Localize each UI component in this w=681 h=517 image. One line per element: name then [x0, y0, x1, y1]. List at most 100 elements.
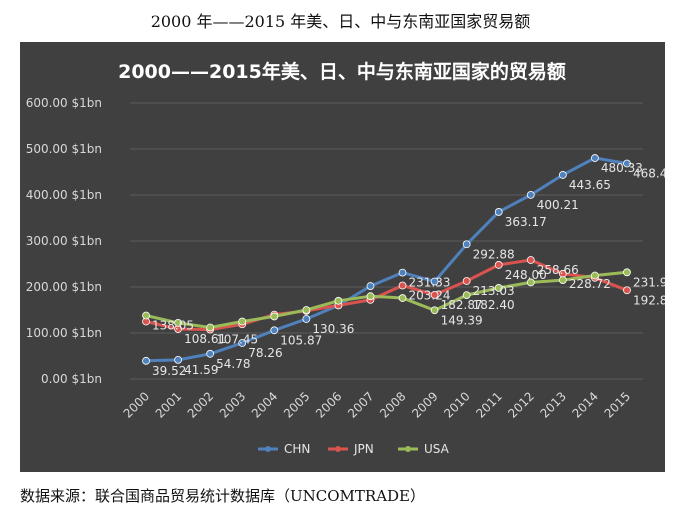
data-point-usa: [558, 276, 567, 285]
data-point-chn: [526, 191, 535, 199]
data-point-chn: [142, 356, 150, 365]
y-tick-label: 200.00 $1bn: [26, 280, 102, 294]
legend-marker-jpn: [335, 446, 341, 452]
y-tick-label: 100.00 $1bn: [26, 326, 102, 340]
data-point-usa: [270, 312, 279, 321]
data-label: 468.40: [633, 167, 665, 181]
data-label: 443.65: [569, 178, 611, 192]
x-tick-label: 2001: [153, 389, 184, 420]
data-point-usa: [462, 291, 471, 299]
data-label: 248.00: [505, 268, 547, 282]
data-point-usa: [526, 278, 535, 287]
x-tick-label: 2004: [249, 389, 280, 420]
data-label: 107.45: [216, 333, 258, 347]
data-label: 39.52: [152, 364, 186, 378]
x-tick-label: 2007: [345, 389, 376, 420]
data-point-chn: [238, 339, 247, 347]
x-tick-label: 2009: [409, 389, 440, 420]
data-point-usa: [206, 323, 215, 332]
data-label: 105.87: [280, 333, 322, 347]
y-tick-label: 400.00 $1bn: [26, 188, 102, 202]
series-line-chn: [144, 156, 629, 363]
legend-label-chn: CHN: [284, 442, 310, 456]
legend-marker-usa: [405, 446, 411, 452]
data-point-usa: [591, 271, 599, 280]
chart-title: 2000——2015年美、日、中与东南亚国家的贸易额: [118, 60, 566, 83]
data-label: 130.36: [312, 322, 354, 336]
legend-label-usa: USA: [424, 442, 450, 456]
x-tick-label: 2012: [505, 389, 536, 420]
data-point-usa: [302, 306, 311, 314]
chart-panel: 2000——2015年美、日、中与东南亚国家的贸易额 0.00 $1bn 100.…: [20, 42, 665, 472]
data-label: 228.72: [569, 277, 611, 291]
data-label: 78.26: [248, 346, 282, 360]
data-point-chn: [270, 326, 279, 335]
legend-marker-chn: [265, 446, 271, 452]
data-label: 292.88: [473, 247, 515, 261]
data-point-usa: [366, 292, 375, 301]
data-label: 54.78: [216, 357, 250, 371]
data-label: 400.21: [537, 198, 579, 212]
data-point-jpn: [526, 256, 535, 264]
data-label: 108.61: [184, 332, 226, 346]
data-point-usa: [238, 317, 247, 326]
x-tick-label: 2006: [313, 389, 344, 420]
data-point-usa: [398, 294, 407, 302]
data-label: 213.03: [473, 284, 515, 298]
x-tick-label: 2005: [281, 389, 312, 420]
data-point-chn: [398, 268, 407, 277]
data-label: 182.40: [473, 298, 515, 312]
data-point-chn: [462, 240, 471, 249]
data-point-jpn: [494, 261, 503, 269]
data-label: 192.88: [633, 293, 665, 307]
line-chart: 2000——2015年美、日、中与东南亚国家的贸易额 0.00 $1bn 100.…: [26, 60, 665, 456]
data-label: 138.05: [152, 318, 194, 332]
x-tick-label: 2014: [570, 389, 601, 420]
y-tick-label: 300.00 $1bn: [26, 234, 102, 248]
data-point-jpn: [430, 290, 439, 299]
data-point-chn: [430, 277, 439, 286]
data-label: 231.93: [633, 275, 665, 289]
data-point-chn: [623, 159, 631, 168]
y-tick-label: 600.00 $1bn: [26, 96, 102, 110]
series-line-jpn: [144, 258, 629, 332]
x-tick-label: 2000: [121, 389, 152, 420]
data-point-chn: [494, 208, 503, 216]
data-point-usa: [334, 296, 343, 305]
data-point-jpn: [623, 286, 631, 295]
data-point-chn: [302, 315, 311, 323]
page-title: 2000 年——2015 年美、日、中与东南亚国家贸易额: [150, 12, 531, 31]
x-tick-label: 2011: [473, 389, 504, 420]
data-label: 203.24: [409, 289, 451, 303]
x-tick-label: 2015: [602, 389, 633, 420]
source-note: 数据来源：联合国商品贸易统计数据库（UNCOMTRADE）: [20, 487, 426, 505]
data-point-jpn: [398, 281, 407, 290]
x-tick-label: 2010: [441, 389, 472, 420]
data-label: 363.17: [505, 215, 547, 229]
data-label: 149.39: [441, 313, 483, 327]
data-point-chn: [206, 349, 215, 358]
data-label: 258.66: [537, 263, 579, 277]
data-point-usa: [494, 284, 503, 292]
data-point-chn: [366, 282, 375, 290]
data-label: 480.33: [601, 161, 643, 175]
data-point-chn: [174, 355, 182, 364]
data-point-usa: [623, 268, 631, 277]
data-label: 41.59: [184, 363, 218, 377]
data-point-usa: [142, 311, 150, 320]
data-point-chn: [591, 154, 599, 162]
y-tick-label: 0.00 $1bn: [41, 372, 102, 386]
data-label: 231.33: [409, 276, 451, 290]
y-tick-label: 500.00 $1bn: [26, 142, 102, 156]
data-point-usa: [430, 306, 439, 315]
data-point-jpn: [462, 277, 471, 285]
data-label: 182.87: [441, 298, 483, 312]
data-point-usa: [174, 318, 182, 327]
legend-label-jpn: JPN: [353, 442, 374, 456]
x-tick-label: 2003: [217, 389, 248, 420]
data-point-chn: [558, 171, 567, 179]
x-tick-label: 2002: [185, 389, 216, 420]
x-tick-label: 2008: [377, 389, 408, 420]
x-tick-label: 2013: [537, 389, 568, 420]
series-line-usa: [144, 270, 629, 329]
